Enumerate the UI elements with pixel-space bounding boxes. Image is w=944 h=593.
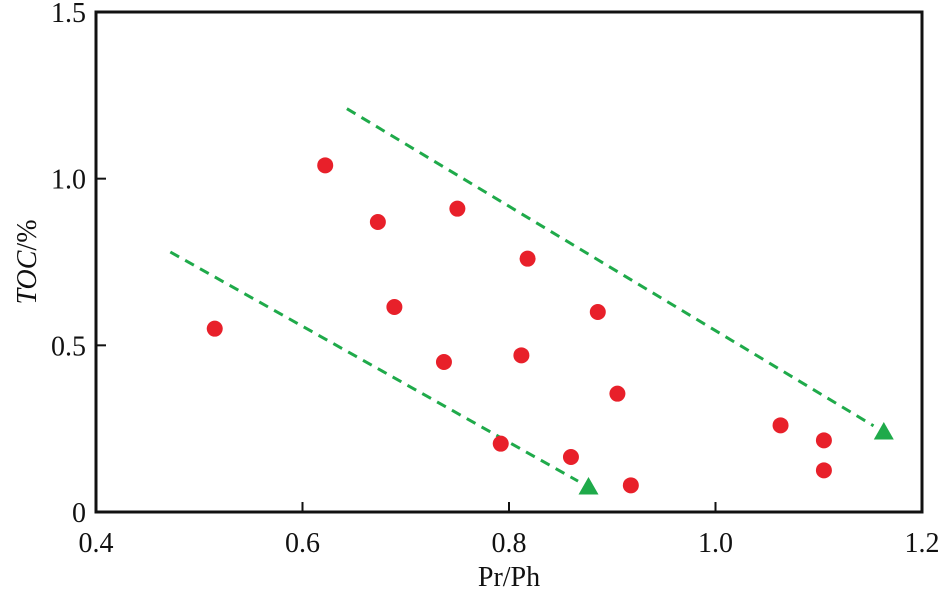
- x-tick-label-3: 1.0: [698, 528, 733, 559]
- x-tick-label-4: 1.2: [905, 528, 940, 559]
- trend-line-0: [169, 250, 579, 483]
- plot-frame: [94, 10, 924, 514]
- data-point-13: [772, 417, 789, 434]
- y-tick-label-2: 1.0: [51, 165, 86, 196]
- y-axis-title-unit: /%: [12, 219, 43, 250]
- y-tick-label-1: 0.5: [51, 331, 86, 362]
- x-axis-title: Pr/Ph: [478, 562, 540, 593]
- y-tick-label-0: 0: [72, 498, 86, 529]
- data-point-1: [317, 157, 334, 174]
- data-point-5: [449, 200, 466, 217]
- axis-ticks: [95, 11, 923, 513]
- data-point-15: [815, 462, 832, 479]
- data-point-10: [589, 304, 606, 320]
- y-axis-title-variable: TOC: [12, 250, 43, 304]
- data-point-8: [519, 250, 536, 267]
- data-point-6: [492, 435, 509, 452]
- data-point-3: [386, 299, 403, 315]
- data-point-9: [562, 449, 579, 465]
- y-tick-label-3: 1.5: [51, 0, 86, 29]
- y-axis-title: TOC/%: [12, 219, 43, 304]
- trend-line-arrow-1: [873, 422, 894, 440]
- data-point-11: [609, 385, 626, 402]
- data-point-2: [369, 214, 386, 230]
- data-point-4: [435, 354, 452, 370]
- trend-lines: [169, 107, 894, 495]
- trend-line-arrow-0: [578, 477, 599, 495]
- data-point-14: [815, 432, 832, 449]
- x-tick-label-2: 0.8: [492, 528, 527, 559]
- tick-labels: 0.4 0.6 0.8 1.0 1.2 0 0.5 1.0 1.5: [51, 0, 940, 559]
- data-point-0: [206, 320, 223, 337]
- data-point-7: [513, 347, 530, 364]
- data-point-12: [622, 477, 639, 494]
- trend-line-1: [346, 107, 875, 428]
- x-tick-label-1: 0.6: [285, 528, 320, 559]
- data-points: [206, 157, 832, 494]
- x-tick-label-0: 0.4: [79, 528, 114, 559]
